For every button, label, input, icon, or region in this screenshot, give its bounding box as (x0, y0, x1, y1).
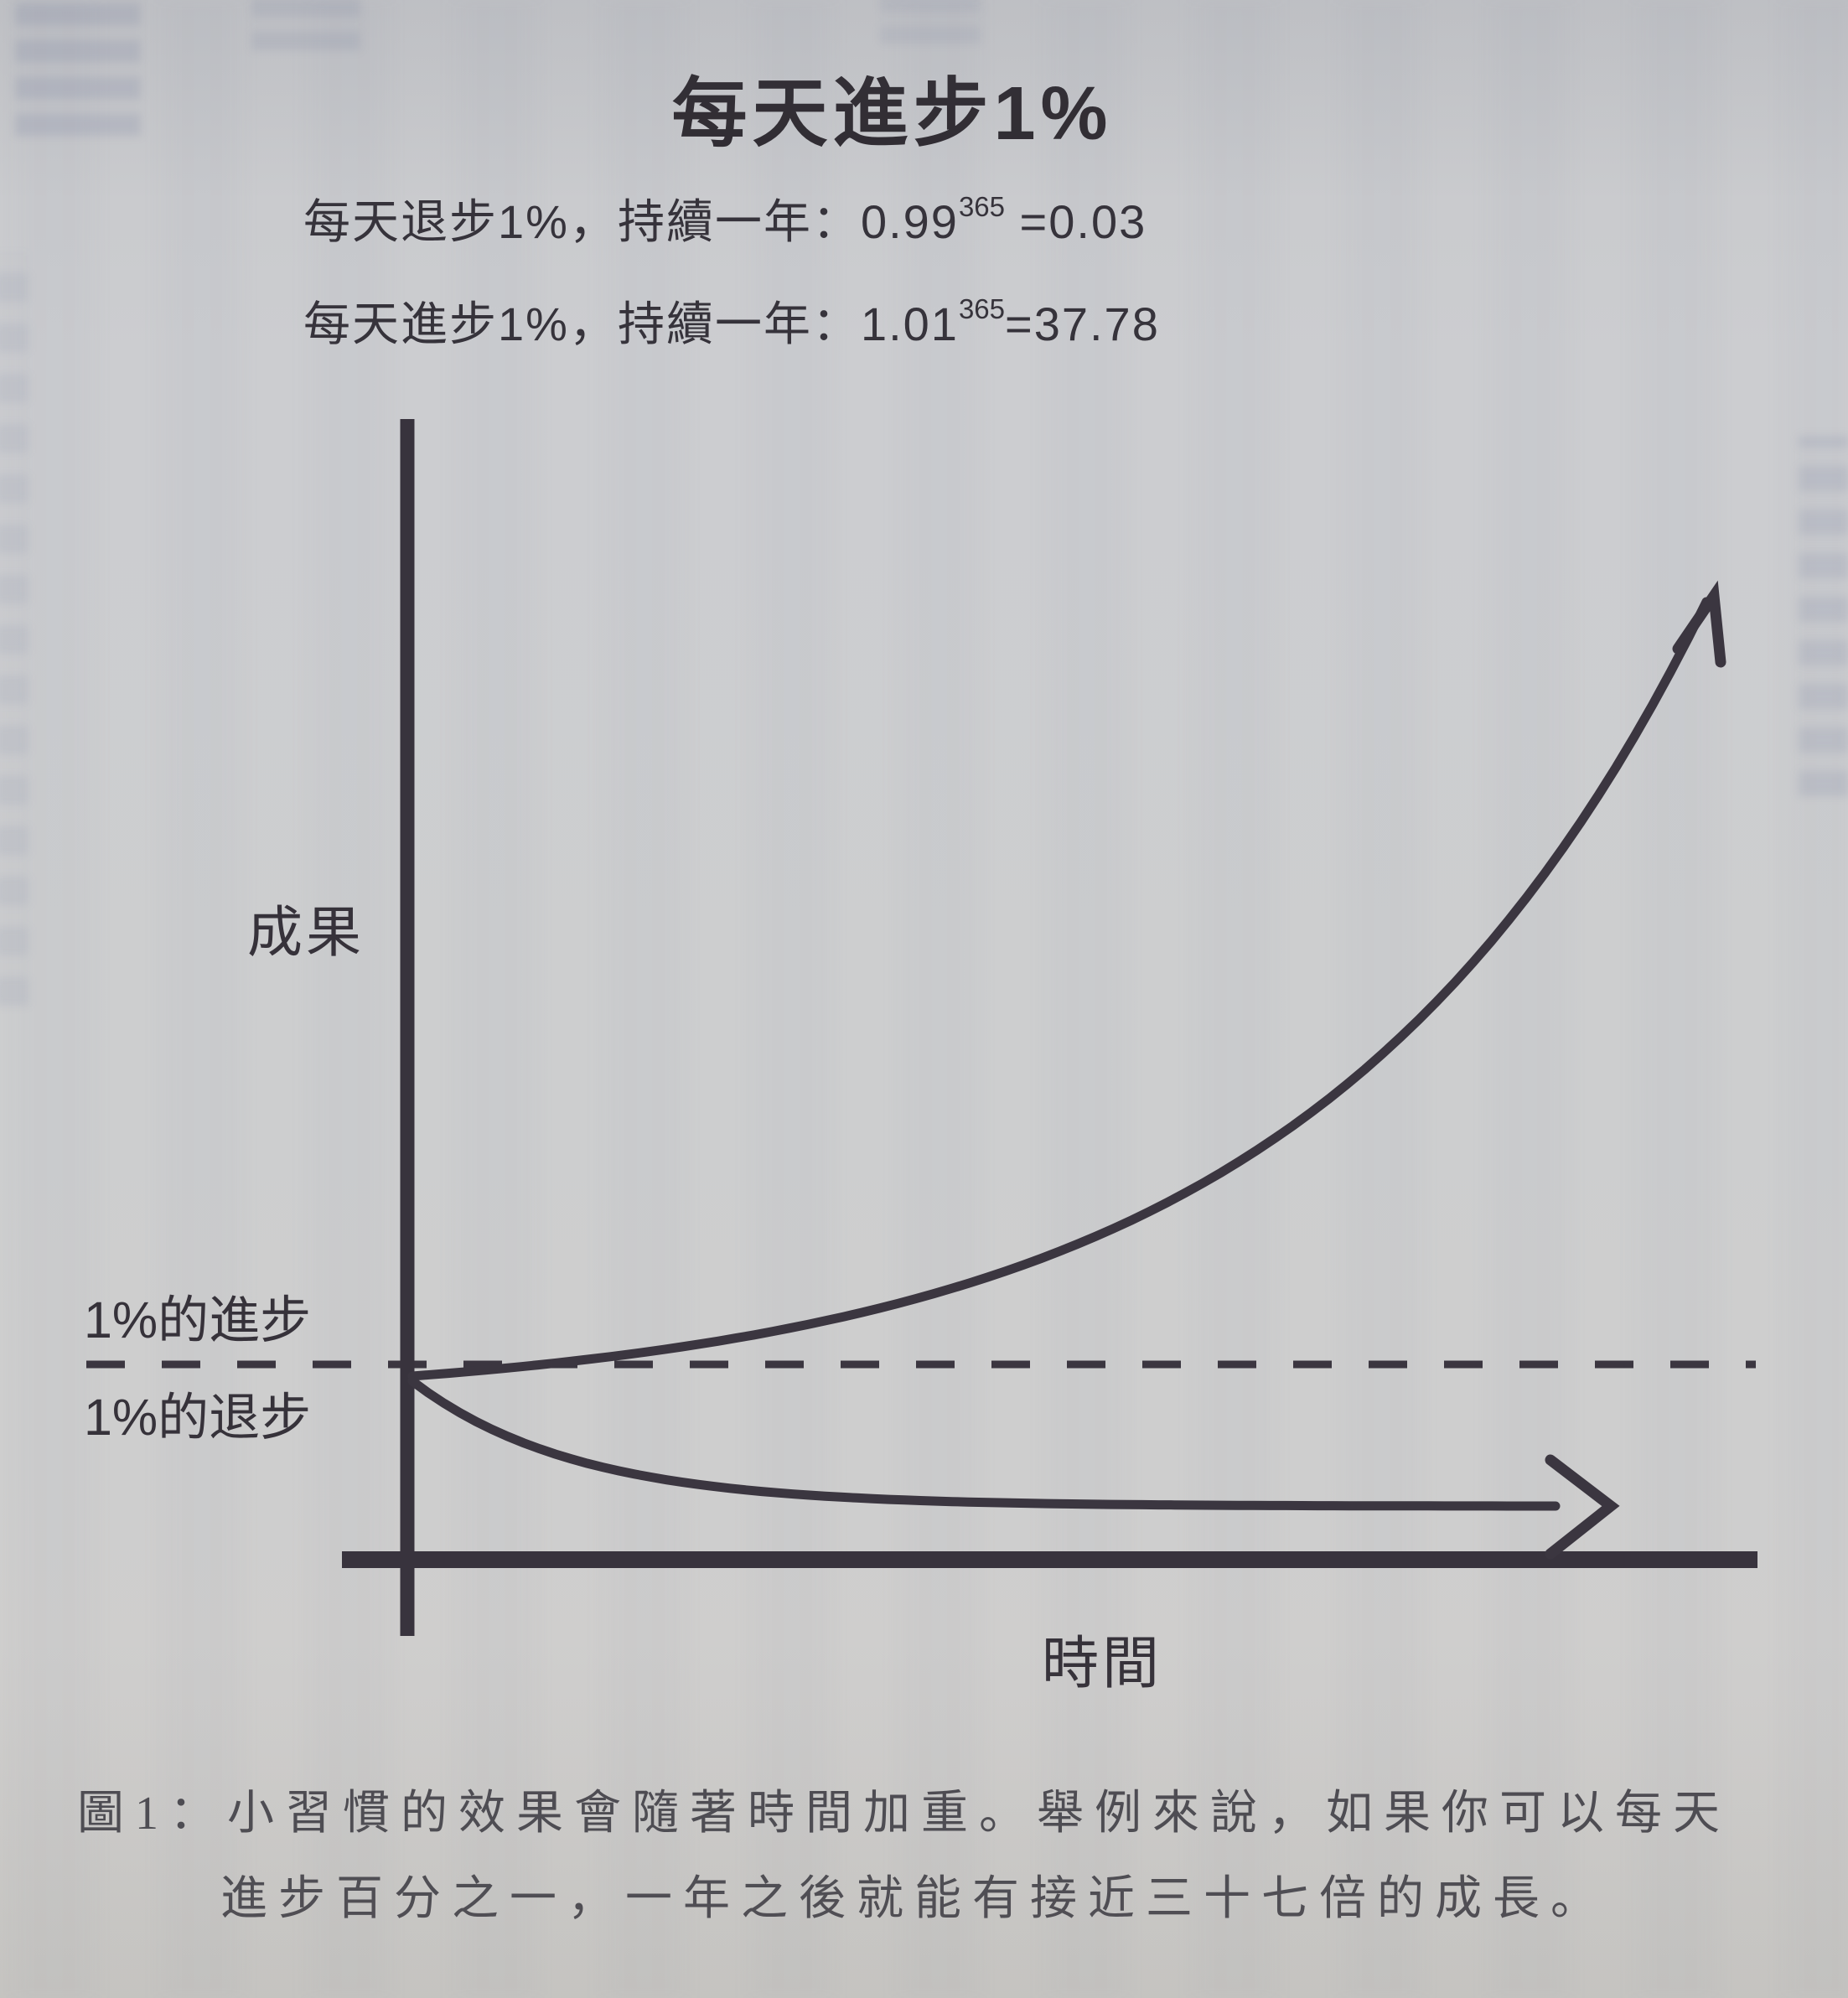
decline-curve-label: 1%的退步 (84, 1389, 311, 1446)
figure-title: 每天進步1% (671, 72, 1113, 156)
formula-decline-base: 0.99 (860, 195, 959, 248)
formula-improve-base: 1.01 (860, 298, 959, 350)
decline-arrowhead (1545, 1454, 1620, 1560)
decline-curve (407, 1376, 1561, 1511)
formula-decline-prefix: 每天退步1%，持續一年： (303, 195, 861, 248)
improvement-arrowhead (1672, 580, 1726, 668)
y-axis-title: 成果 (247, 901, 365, 963)
formula-decline: 每天退步1%，持續一年：0.99365 =0.03 (303, 184, 1147, 252)
improvement-curve-label: 1%的進步 (84, 1291, 311, 1348)
formula-decline-result: =0.03 (1005, 195, 1147, 248)
formula-improve-exponent: 365 (958, 293, 1005, 325)
x-axis-title: 時間 (1042, 1632, 1162, 1695)
improvement-curve (407, 597, 1711, 1381)
figure-caption-line2: 進步百分之一，一年之後就能有接近三十七倍的成長。 (220, 1873, 1608, 1925)
formula-improve-result: =37.78 (1005, 298, 1160, 350)
figure-caption-line1: 圖1：小習慣的效果會隨著時間加重。舉例來說，如果你可以每天 (77, 1788, 1731, 1840)
formula-improve-prefix: 每天進步1%，持續一年： (303, 298, 861, 350)
formula-improve: 每天進步1%，持續一年：1.01365=37.78 (303, 287, 1160, 355)
formula-decline-exponent: 365 (958, 191, 1005, 223)
